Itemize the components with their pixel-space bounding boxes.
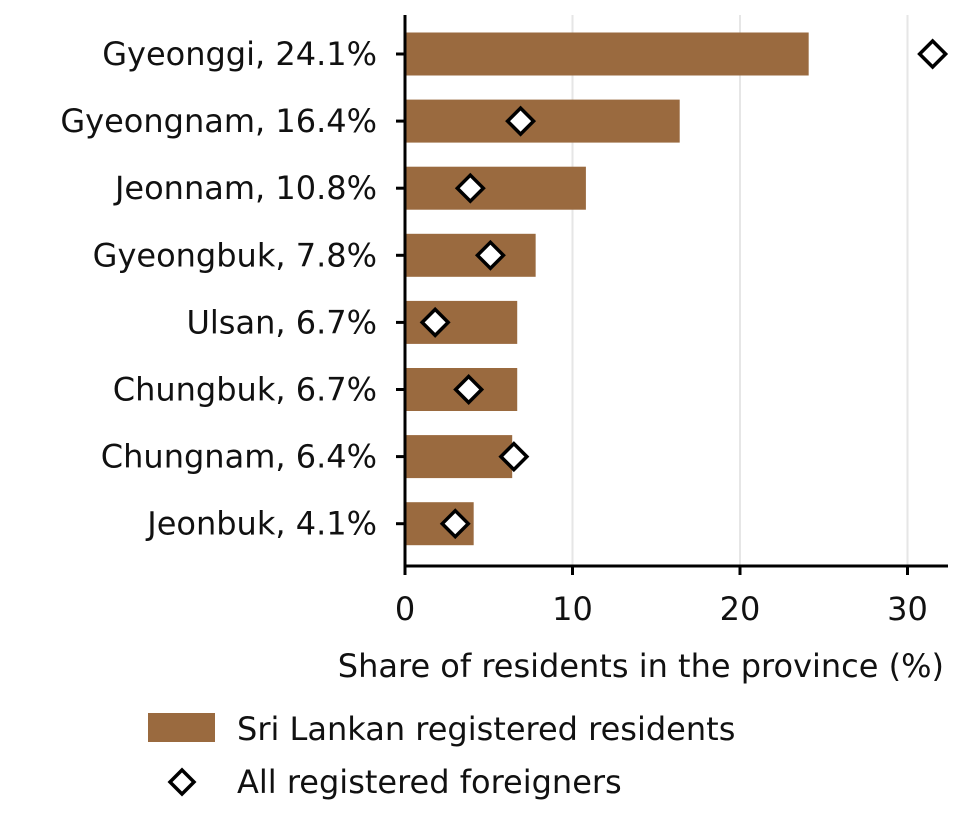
category-label: Jeonbuk, 4.1% [145, 505, 377, 543]
x-tick-label: 20 [720, 590, 761, 628]
category-label: Chungnam, 6.4% [101, 438, 377, 476]
category-label: Gyeonggi, 24.1% [102, 35, 377, 73]
y-axis-ticks: Gyeonggi, 24.1% Gyeongnam, 16.4% Jeonnam, … [60, 35, 405, 543]
legend-swatch-diamond-icon [167, 767, 197, 797]
bar [405, 166, 586, 210]
marker-diamond [474, 239, 506, 271]
gridlines [571, 15, 909, 566]
category-label: Chungbuk, 6.7% [113, 371, 377, 409]
marker-diamond [505, 105, 537, 137]
legend: Sri Lankan registered residents All regi… [148, 710, 735, 801]
axes [403, 15, 948, 568]
category-label: Gyeongnam, 16.4% [60, 102, 377, 140]
marker-series [419, 38, 949, 540]
bar [405, 233, 536, 277]
marker-diamond [917, 38, 949, 70]
x-tick-label: 0 [395, 590, 415, 628]
bar [405, 99, 680, 143]
bar [405, 32, 809, 76]
legend-label-marker: All registered foreigners [237, 763, 622, 801]
category-label: Jeonnam, 10.8% [113, 169, 377, 207]
category-label: Ulsan, 6.7% [186, 303, 377, 341]
x-tick-label: 30 [887, 590, 928, 628]
bar [405, 435, 513, 479]
marker-diamond [454, 172, 486, 204]
legend-label-bar: Sri Lankan registered residents [237, 710, 735, 748]
legend-swatch-bar [148, 713, 215, 742]
x-axis-ticks: 0 10 20 30 [395, 566, 928, 628]
marker-diamond [453, 374, 485, 405]
x-axis-title: Share of residents in the province (%) [338, 647, 944, 685]
marker-diamond [498, 441, 530, 473]
x-tick-label: 10 [552, 590, 593, 628]
marker-diamond [419, 306, 451, 338]
marker-diamond [439, 508, 471, 540]
bar-series [405, 32, 809, 546]
category-label: Gyeongbuk, 7.8% [93, 236, 377, 274]
